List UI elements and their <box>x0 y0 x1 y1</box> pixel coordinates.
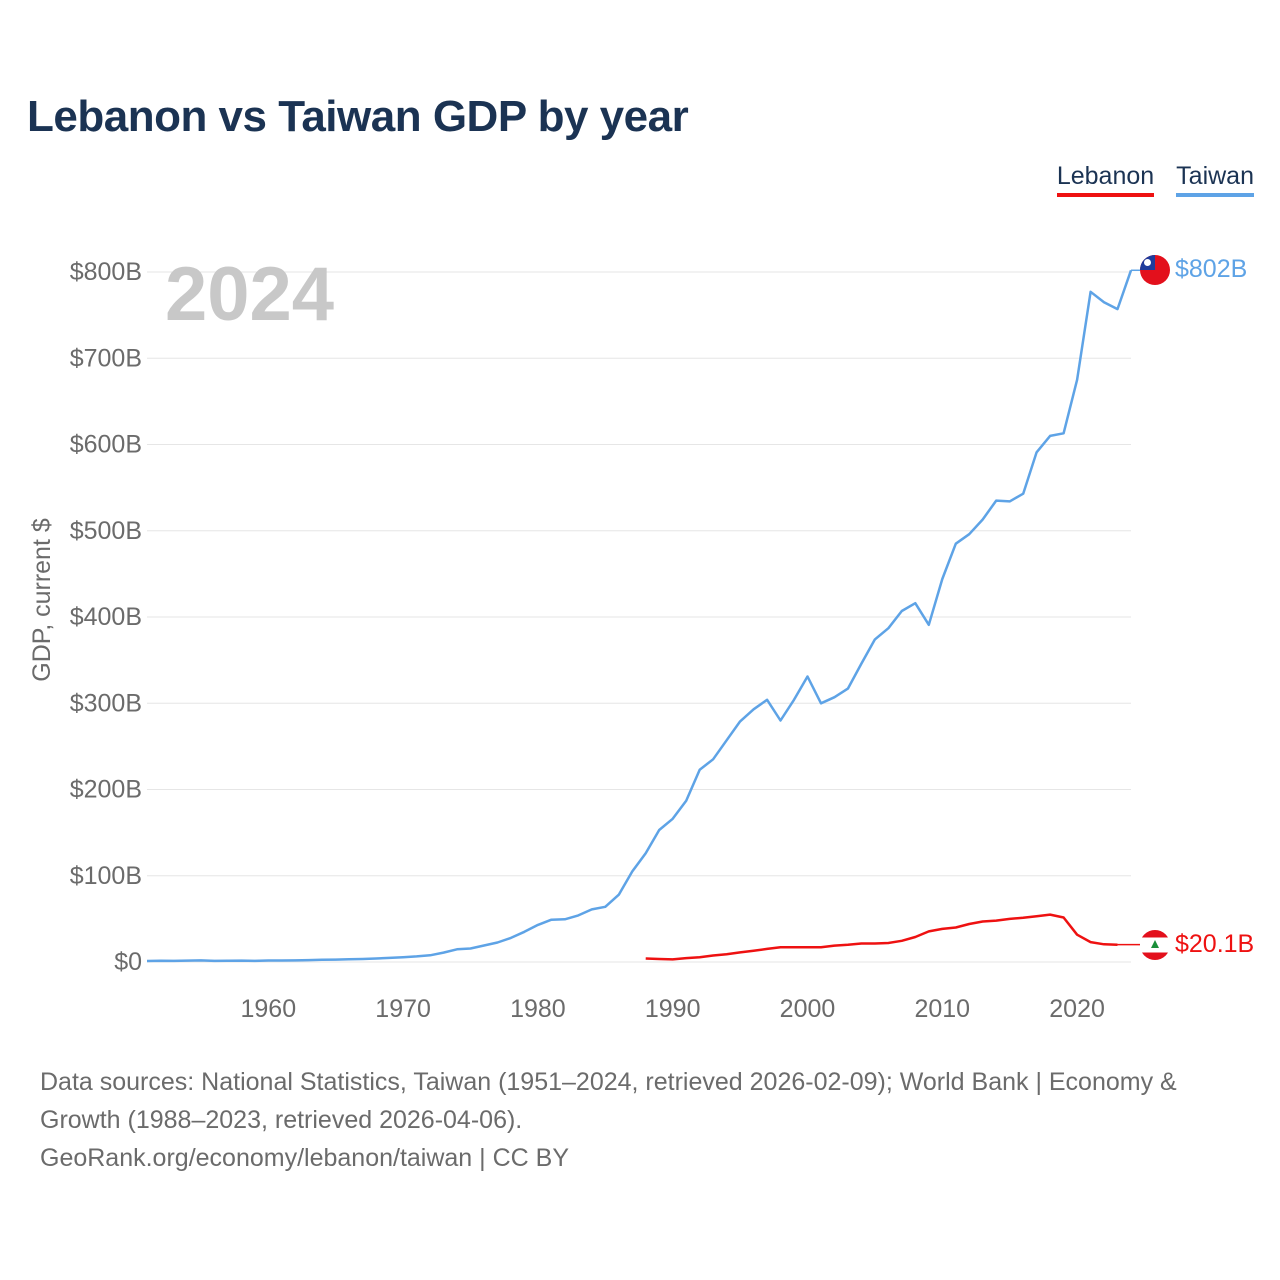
source-url[interactable]: GeoRank.org/economy/lebanon/taiwan | CC … <box>40 1144 570 1172</box>
taiwan-value-label: $802B <box>1175 255 1247 283</box>
line-chart: $0 $100B $200B $300B $400B $500B $600B $700B $80… <box>28 252 1254 1023</box>
y-tick-label: $600B <box>70 431 142 459</box>
x-axis-ticks: 1960 1970 1980 1990 2000 2010 2020 <box>241 995 1105 1023</box>
legend-item-taiwan[interactable]: Taiwan <box>1176 162 1254 197</box>
y-axis-label: GDP, current $ <box>28 518 56 682</box>
x-tick-label: 1980 <box>510 995 566 1023</box>
series-line-taiwan[interactable] <box>146 269 1133 963</box>
year-label: 2024 <box>165 252 334 337</box>
legend-item-lebanon[interactable]: Lebanon <box>1056 162 1155 197</box>
series-layer <box>146 269 1140 963</box>
y-tick-label: $700B <box>70 344 142 372</box>
source-line-1: Data sources: National Statistics, Taiwa… <box>40 1068 1177 1096</box>
y-tick-label: $0 <box>114 948 142 976</box>
source-note: Data sources: National Statistics, Taiwa… <box>40 1063 1240 1177</box>
lebanon-flag-icon <box>1140 930 1170 960</box>
x-tick-label: 2010 <box>914 995 970 1023</box>
taiwan-flag-icon <box>1140 255 1170 285</box>
y-tick-label: $800B <box>70 258 142 286</box>
chart-title: Lebanon vs Taiwan GDP by year <box>27 92 689 141</box>
x-tick-label: 2020 <box>1049 995 1105 1023</box>
legend: Lebanon Taiwan <box>1056 162 1254 197</box>
gridlines <box>147 271 1131 963</box>
x-tick-label: 1990 <box>645 995 701 1023</box>
series-line-lebanon[interactable] <box>645 913 1118 961</box>
x-tick-label: 1960 <box>241 995 297 1023</box>
y-axis-ticks: $0 $100B $200B $300B $400B $500B $600B $700B $80… <box>70 258 142 976</box>
y-tick-label: $100B <box>70 862 142 890</box>
y-tick-label: $300B <box>70 689 142 717</box>
x-tick-label: 2000 <box>780 995 836 1023</box>
y-tick-label: $400B <box>70 603 142 631</box>
y-tick-label: $500B <box>70 517 142 545</box>
x-tick-label: 1970 <box>375 995 431 1023</box>
source-line-2: Growth (1988–2023, retrieved 2026-04-06)… <box>40 1106 523 1134</box>
y-tick-label: $200B <box>70 776 142 804</box>
lebanon-value-label: $20.1B <box>1175 930 1254 958</box>
